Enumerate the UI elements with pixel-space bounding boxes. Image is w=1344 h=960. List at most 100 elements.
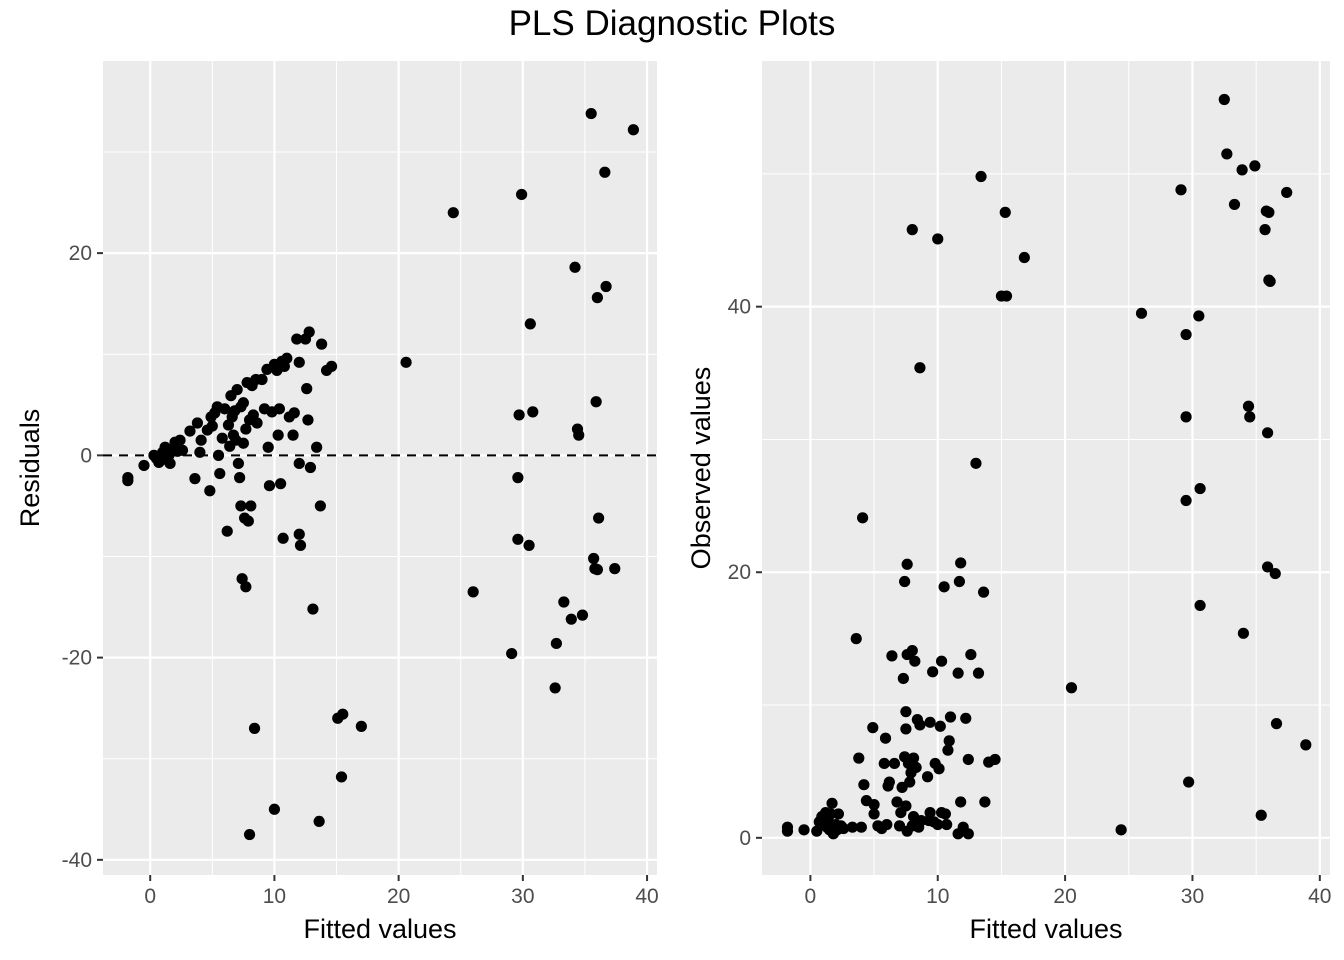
observed-point bbox=[867, 722, 879, 734]
observed-point bbox=[914, 719, 926, 731]
residuals-point bbox=[325, 360, 338, 372]
observed-point bbox=[850, 633, 862, 645]
observed-point bbox=[1193, 310, 1205, 322]
observed-point bbox=[927, 666, 939, 678]
residuals-point bbox=[506, 647, 518, 660]
residuals-point bbox=[194, 446, 206, 458]
observed-point bbox=[798, 824, 810, 836]
observed-x-tick-label: 40 bbox=[1308, 885, 1331, 908]
observed-point bbox=[881, 818, 893, 831]
observed-point bbox=[921, 771, 934, 783]
residuals-point bbox=[221, 525, 233, 537]
observed-point bbox=[1264, 275, 1276, 288]
observed-x-axis-title: Fitted values bbox=[969, 914, 1122, 944]
residuals-point bbox=[245, 500, 257, 512]
residuals-point bbox=[191, 417, 204, 429]
observed-point bbox=[943, 735, 955, 747]
observed-point bbox=[1281, 186, 1293, 199]
observed-x-tick-label: 30 bbox=[1181, 885, 1204, 908]
residuals-point bbox=[467, 586, 479, 598]
observed-point bbox=[868, 808, 880, 820]
observed-point bbox=[826, 797, 838, 809]
observed-point bbox=[878, 757, 890, 770]
residuals-point bbox=[558, 596, 570, 608]
observed-panel-background bbox=[762, 61, 1330, 875]
residuals-point bbox=[287, 429, 299, 441]
observed-point bbox=[1236, 164, 1248, 176]
residuals-point bbox=[122, 475, 134, 487]
observed-point bbox=[1183, 776, 1195, 788]
observed-point bbox=[910, 761, 922, 774]
residuals-point bbox=[590, 396, 602, 408]
observed-point bbox=[970, 457, 982, 469]
residuals-point bbox=[301, 383, 313, 395]
residuals-y-tick-label: 20 bbox=[69, 242, 92, 265]
residuals-point bbox=[256, 373, 268, 386]
residuals-point bbox=[291, 333, 303, 345]
residuals-point bbox=[273, 403, 285, 415]
observed-point bbox=[857, 512, 869, 524]
observed-point bbox=[942, 744, 954, 756]
observed-point bbox=[962, 753, 974, 766]
observed-x-tick-label: 20 bbox=[1053, 885, 1076, 908]
residuals-point bbox=[234, 472, 246, 484]
residuals-point bbox=[585, 107, 597, 120]
observed-point bbox=[904, 776, 916, 788]
residuals-point bbox=[588, 552, 600, 565]
observed-point bbox=[1180, 328, 1192, 341]
observed-point bbox=[1300, 739, 1312, 751]
residuals-point bbox=[550, 637, 562, 650]
observed-point bbox=[899, 575, 911, 588]
observed-point bbox=[837, 822, 850, 835]
observed-point bbox=[1244, 411, 1256, 423]
observed-point bbox=[934, 720, 946, 732]
residuals-point bbox=[400, 356, 412, 368]
observed-y-axis-title: Observed values bbox=[686, 367, 716, 570]
observed-point bbox=[891, 796, 903, 808]
observed-point bbox=[886, 650, 898, 662]
observed-point bbox=[1135, 307, 1148, 319]
observed-point bbox=[1065, 682, 1078, 694]
residuals-point bbox=[232, 457, 244, 470]
observed-point bbox=[955, 557, 967, 569]
observed-point bbox=[900, 723, 912, 735]
observed-point bbox=[1261, 561, 1274, 573]
residuals-point bbox=[314, 500, 326, 512]
residuals-point bbox=[176, 444, 189, 456]
residuals-point bbox=[293, 457, 305, 470]
observed-point bbox=[989, 753, 1001, 766]
residuals-point bbox=[447, 207, 459, 219]
residuals-point bbox=[576, 609, 589, 621]
observed-point bbox=[924, 806, 936, 819]
residuals-point bbox=[237, 397, 249, 409]
residuals-point bbox=[268, 803, 281, 815]
residuals-point bbox=[569, 261, 581, 273]
observed-point bbox=[1000, 290, 1013, 302]
residuals-point bbox=[593, 512, 605, 524]
residuals-point bbox=[262, 441, 274, 453]
residuals-point bbox=[189, 473, 201, 485]
observed-point bbox=[906, 224, 918, 236]
observed-x-tick-label: 10 bbox=[926, 885, 949, 908]
residuals-point bbox=[242, 515, 254, 527]
observed-point bbox=[1018, 251, 1030, 264]
observed-point bbox=[1242, 400, 1255, 412]
residuals-point bbox=[293, 528, 305, 540]
observed-point bbox=[907, 752, 920, 764]
residuals-point bbox=[307, 603, 319, 615]
observed-point bbox=[1175, 184, 1187, 196]
observed-point bbox=[914, 362, 926, 374]
residuals-panel: 0 10 20 30 40 -40 -20 0 20 Fitted values Residuals bbox=[15, 61, 659, 944]
residuals-point bbox=[288, 407, 300, 419]
residuals-point bbox=[304, 461, 317, 474]
residuals-point bbox=[313, 815, 325, 828]
observed-point bbox=[900, 706, 912, 718]
residuals-point bbox=[272, 429, 284, 441]
observed-point bbox=[853, 752, 865, 764]
residuals-point bbox=[275, 478, 287, 490]
observed-point bbox=[858, 779, 870, 791]
residuals-point bbox=[184, 425, 196, 437]
residuals-x-tick-label: 10 bbox=[263, 885, 286, 908]
observed-point bbox=[938, 581, 950, 593]
residuals-point bbox=[240, 423, 252, 435]
